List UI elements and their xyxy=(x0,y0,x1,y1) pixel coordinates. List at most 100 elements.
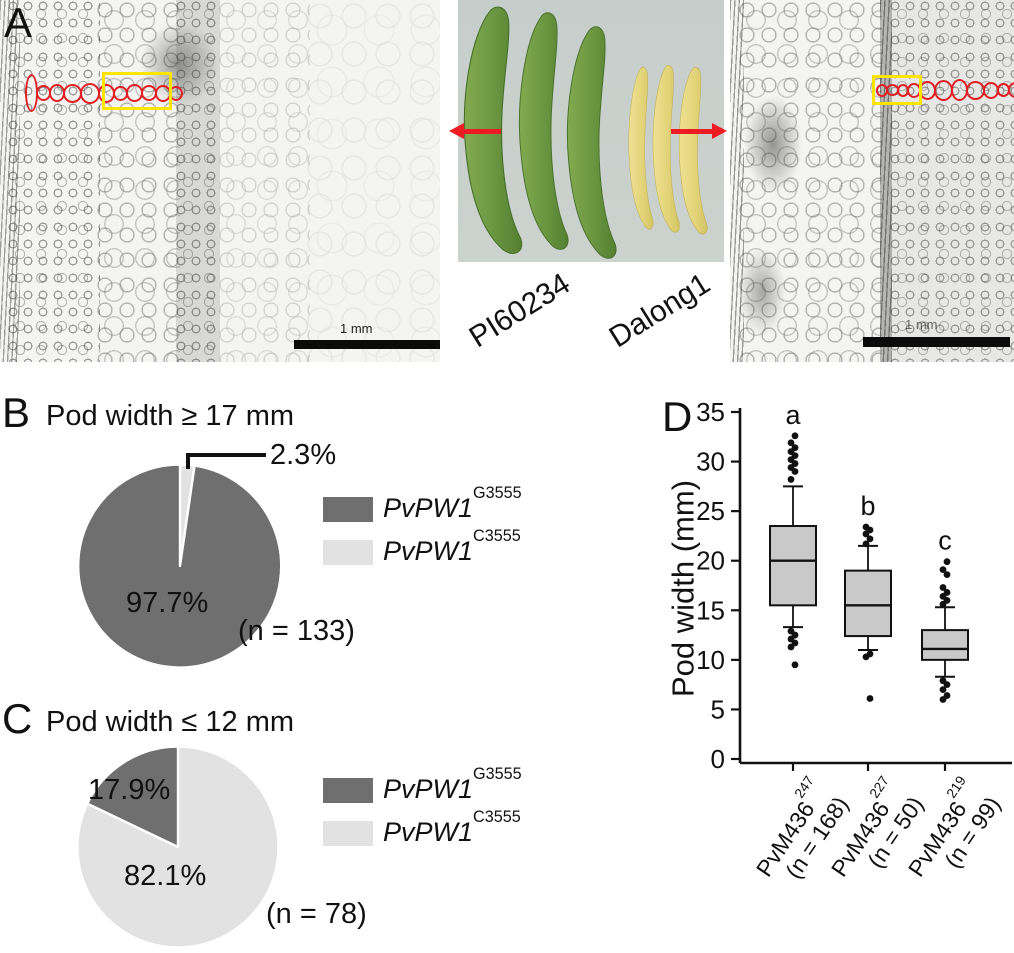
red-cell-outline xyxy=(1008,82,1014,98)
tissue-dark-blob xyxy=(744,95,802,193)
right-arrow-shaft xyxy=(671,129,712,134)
allele-superscript: C3555 xyxy=(473,527,521,546)
legend-swatch-light xyxy=(323,540,373,565)
pie-chart-narrow-pods xyxy=(76,745,280,949)
y-tick-label: 35 xyxy=(696,397,725,427)
panel-c-label: C xyxy=(2,695,33,742)
boxplot-svg: 0 5 10 15 20 25 30 35 a b c xyxy=(696,397,1012,774)
gene-name: PvPW1 xyxy=(383,493,474,523)
panel-b-title: Pod width ≥ 17 mm xyxy=(46,400,295,432)
red-cell-outline xyxy=(80,82,100,104)
pie-b-major-percent: 97.7% xyxy=(126,587,209,619)
y-axis-title: Pod width (mm) xyxy=(665,479,701,698)
tissue-dense-band-texture xyxy=(176,0,220,362)
pie-c-sample-size: (n = 78) xyxy=(266,898,367,930)
allele-superscript: C3555 xyxy=(473,808,521,827)
micrograph-wide-pod: 1 mm xyxy=(0,0,440,362)
legend-label-dark: PvPW1G3555 xyxy=(383,485,522,523)
yellow-pod xyxy=(678,67,708,235)
tissue-small-cells-texture xyxy=(890,0,1014,362)
outlier-dot xyxy=(862,523,870,531)
outlier-dot xyxy=(939,584,947,591)
micrograph-narrow-pod: 1 mm xyxy=(730,0,1014,362)
outlier-dot xyxy=(862,540,870,548)
outlier-dot xyxy=(943,681,951,689)
green-pod xyxy=(518,12,569,250)
gene-name: PvPW1 xyxy=(383,817,474,847)
outlier-dot xyxy=(866,535,874,543)
region-of-interest-box xyxy=(102,72,172,110)
y-tick-label: 25 xyxy=(696,496,725,526)
tissue-epidermis-texture xyxy=(730,0,744,362)
y-tick-label: 30 xyxy=(696,447,725,477)
yellow-pods xyxy=(628,65,708,235)
cultivar-label-dalong1: Dalong1 xyxy=(603,266,716,355)
legend-label-light: PvPW1C3555 xyxy=(383,528,521,566)
y-tick-label: 15 xyxy=(696,595,725,625)
callout-line-horizontal xyxy=(186,453,266,457)
outlier-dot xyxy=(939,686,947,693)
panel-b-label: B xyxy=(2,389,31,436)
tissue-small-cells-texture xyxy=(8,0,100,362)
pie-slice xyxy=(86,745,180,849)
right-arrow-icon xyxy=(712,123,727,139)
highlighted-cells-outline xyxy=(25,70,183,116)
outlier-dot xyxy=(866,695,874,702)
legend-swatch-dark xyxy=(323,778,373,803)
outlier-dot xyxy=(943,571,951,578)
allele-superscript: G3555 xyxy=(473,484,522,503)
box xyxy=(921,629,969,661)
scale-bar xyxy=(863,337,1010,347)
outlier-dot xyxy=(943,589,951,596)
gene-name: PvPW1 xyxy=(383,536,474,566)
y-tick-label: 5 xyxy=(711,694,725,724)
outlier-dot xyxy=(939,696,947,703)
panel-d-label: D xyxy=(662,393,693,440)
legend-swatch-dark xyxy=(323,497,373,522)
outlier-dot xyxy=(787,439,795,447)
callout-line-vertical xyxy=(186,453,190,469)
significance-letter: b xyxy=(860,491,875,521)
box xyxy=(844,569,892,638)
boxplot-panel: D Pod width (mm) 0 5 10 15 20 25 30 35 a b c PvM43… xyxy=(620,390,1014,953)
outlier-dot xyxy=(791,661,799,669)
region-of-interest-box xyxy=(872,75,922,105)
outlier-dot xyxy=(791,444,799,452)
left-arrow-shaft xyxy=(463,129,501,134)
yellow-pod xyxy=(628,66,654,230)
allele-superscript: G3555 xyxy=(473,765,522,784)
y-tick-label: 0 xyxy=(711,744,725,774)
gene-name: PvPW1 xyxy=(383,774,474,804)
pie-slice xyxy=(77,463,283,669)
yellow-pod xyxy=(652,65,680,233)
pie-c-light-percent: 82.1% xyxy=(124,860,207,892)
tissue-dark-blob xyxy=(738,248,786,336)
outlier-dot xyxy=(791,432,799,440)
highlighted-cells-outline xyxy=(876,70,1014,110)
left-arrow-icon xyxy=(449,123,464,139)
box xyxy=(769,525,817,607)
outlier-dot xyxy=(943,558,951,566)
tissue-faint-cells-texture xyxy=(218,0,310,362)
outlier-dot xyxy=(862,653,870,661)
outlier-dot xyxy=(787,643,795,651)
pie-b-minor-percent: 2.3% xyxy=(270,439,337,471)
scale-bar-label: 1 mm xyxy=(905,317,938,332)
pie-c-dark-percent: 17.9% xyxy=(88,774,171,806)
scale-bar-label: 1 mm xyxy=(340,321,373,336)
legend-label-light: PvPW1C3555 xyxy=(383,809,521,847)
pie-chart-wide-pods xyxy=(77,463,283,669)
panel-a-label: A xyxy=(4,0,33,46)
legend-swatch-light xyxy=(323,821,373,846)
panel-c-title: Pod width ≤ 12 mm xyxy=(46,706,295,738)
outlier-dot xyxy=(787,476,795,483)
y-tick-label: 20 xyxy=(696,546,725,576)
pie-slice xyxy=(76,745,280,949)
significance-letter: a xyxy=(785,400,801,430)
tissue-parenchyma-texture xyxy=(306,0,440,362)
y-tick-label: 10 xyxy=(696,645,725,675)
green-pod xyxy=(566,26,617,259)
outlier-dot xyxy=(939,566,947,574)
significance-letter: c xyxy=(938,526,952,556)
